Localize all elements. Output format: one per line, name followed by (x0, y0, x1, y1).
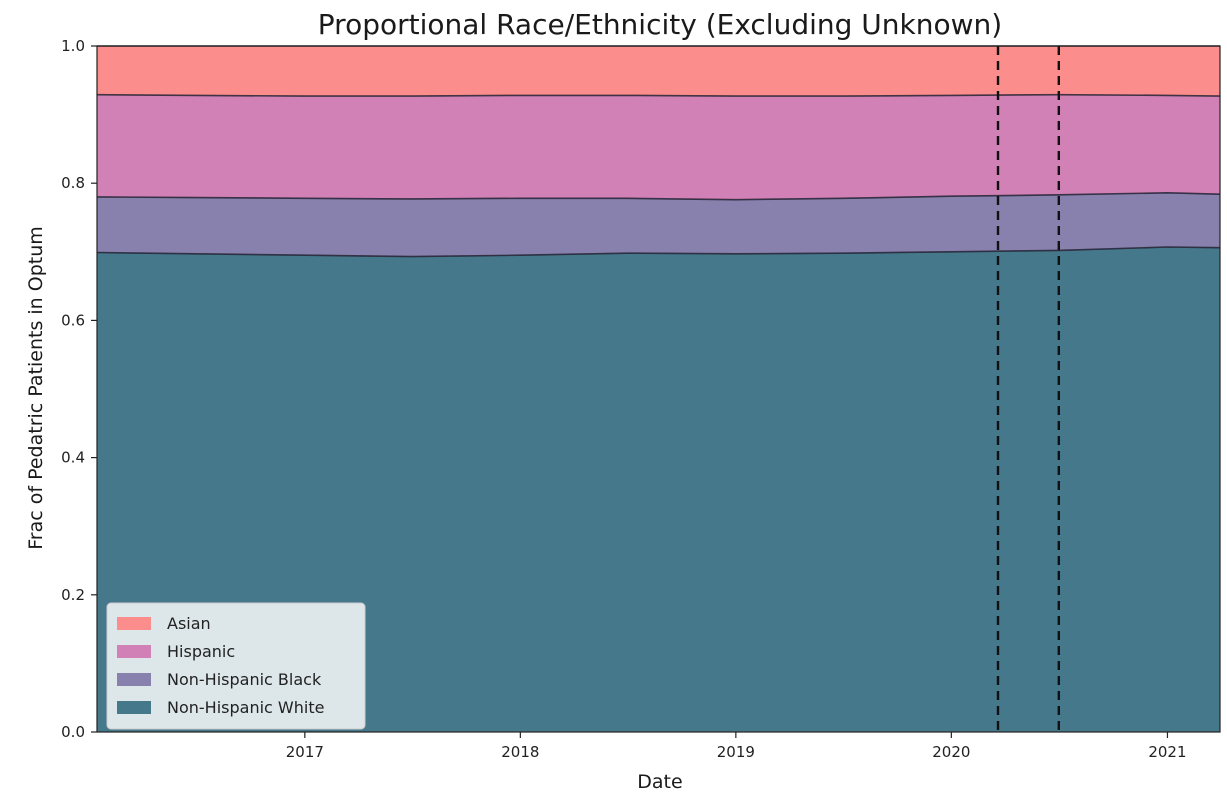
y-axis-label: Frac of Pedatric Patients in Optum (25, 226, 47, 550)
legend: Asian Hispanic Non-Hispanic Black Non-Hispa… (106, 602, 366, 730)
chart-title: Proportional Race/Ethnicity (Excluding U… (318, 8, 1002, 41)
legend-label-non-hispanic-white: Non-Hispanic White (167, 698, 324, 717)
x-tick-label-2021: 2021 (1148, 743, 1186, 761)
area-asian (97, 46, 1220, 97)
y-axis-ticks: 0.0 0.2 0.4 0.6 0.8 1.0 (61, 37, 97, 741)
y-tick-label-0-2: 0.2 (61, 586, 85, 604)
area-non-hispanic-black (97, 192, 1220, 257)
reference-lines (996, 46, 1061, 732)
plot-frame (96, 45, 1221, 733)
x-tick-label-2017: 2017 (286, 743, 324, 761)
y-tick-label-0-6: 0.6 (61, 311, 85, 329)
legend-swatch-non-hispanic-black (117, 673, 151, 686)
legend-label-asian: Asian (167, 614, 211, 633)
x-axis-label: Date (637, 771, 682, 793)
legend-swatch-hispanic (117, 645, 151, 658)
x-axis-ticks: 2017 2018 2019 2020 2021 (286, 732, 1187, 761)
x-tick-label-2018: 2018 (501, 743, 539, 761)
area-layer (97, 46, 1220, 732)
y-tick-label-0-8: 0.8 (61, 174, 85, 192)
legend-swatch-non-hispanic-white (117, 701, 151, 714)
legend-label-non-hispanic-black: Non-Hispanic Black (167, 670, 322, 689)
legend-swatch-asian (117, 617, 151, 630)
x-tick-label-2020: 2020 (932, 743, 970, 761)
y-tick-label-1-0: 1.0 (61, 37, 85, 55)
boundary-non-hispanic-black (96, 191, 1221, 201)
legend-box (106, 602, 366, 730)
area-hispanic (97, 94, 1220, 200)
boundary-hispanic (96, 93, 1221, 97)
y-tick-label-0-0: 0.0 (61, 723, 85, 741)
area-non-hispanic-white (97, 247, 1220, 732)
x-tick-label-2019: 2019 (717, 743, 755, 761)
legend-label-hispanic: Hispanic (167, 642, 235, 661)
boundary-non-hispanic-white (96, 246, 1221, 258)
y-tick-label-0-4: 0.4 (61, 449, 85, 467)
